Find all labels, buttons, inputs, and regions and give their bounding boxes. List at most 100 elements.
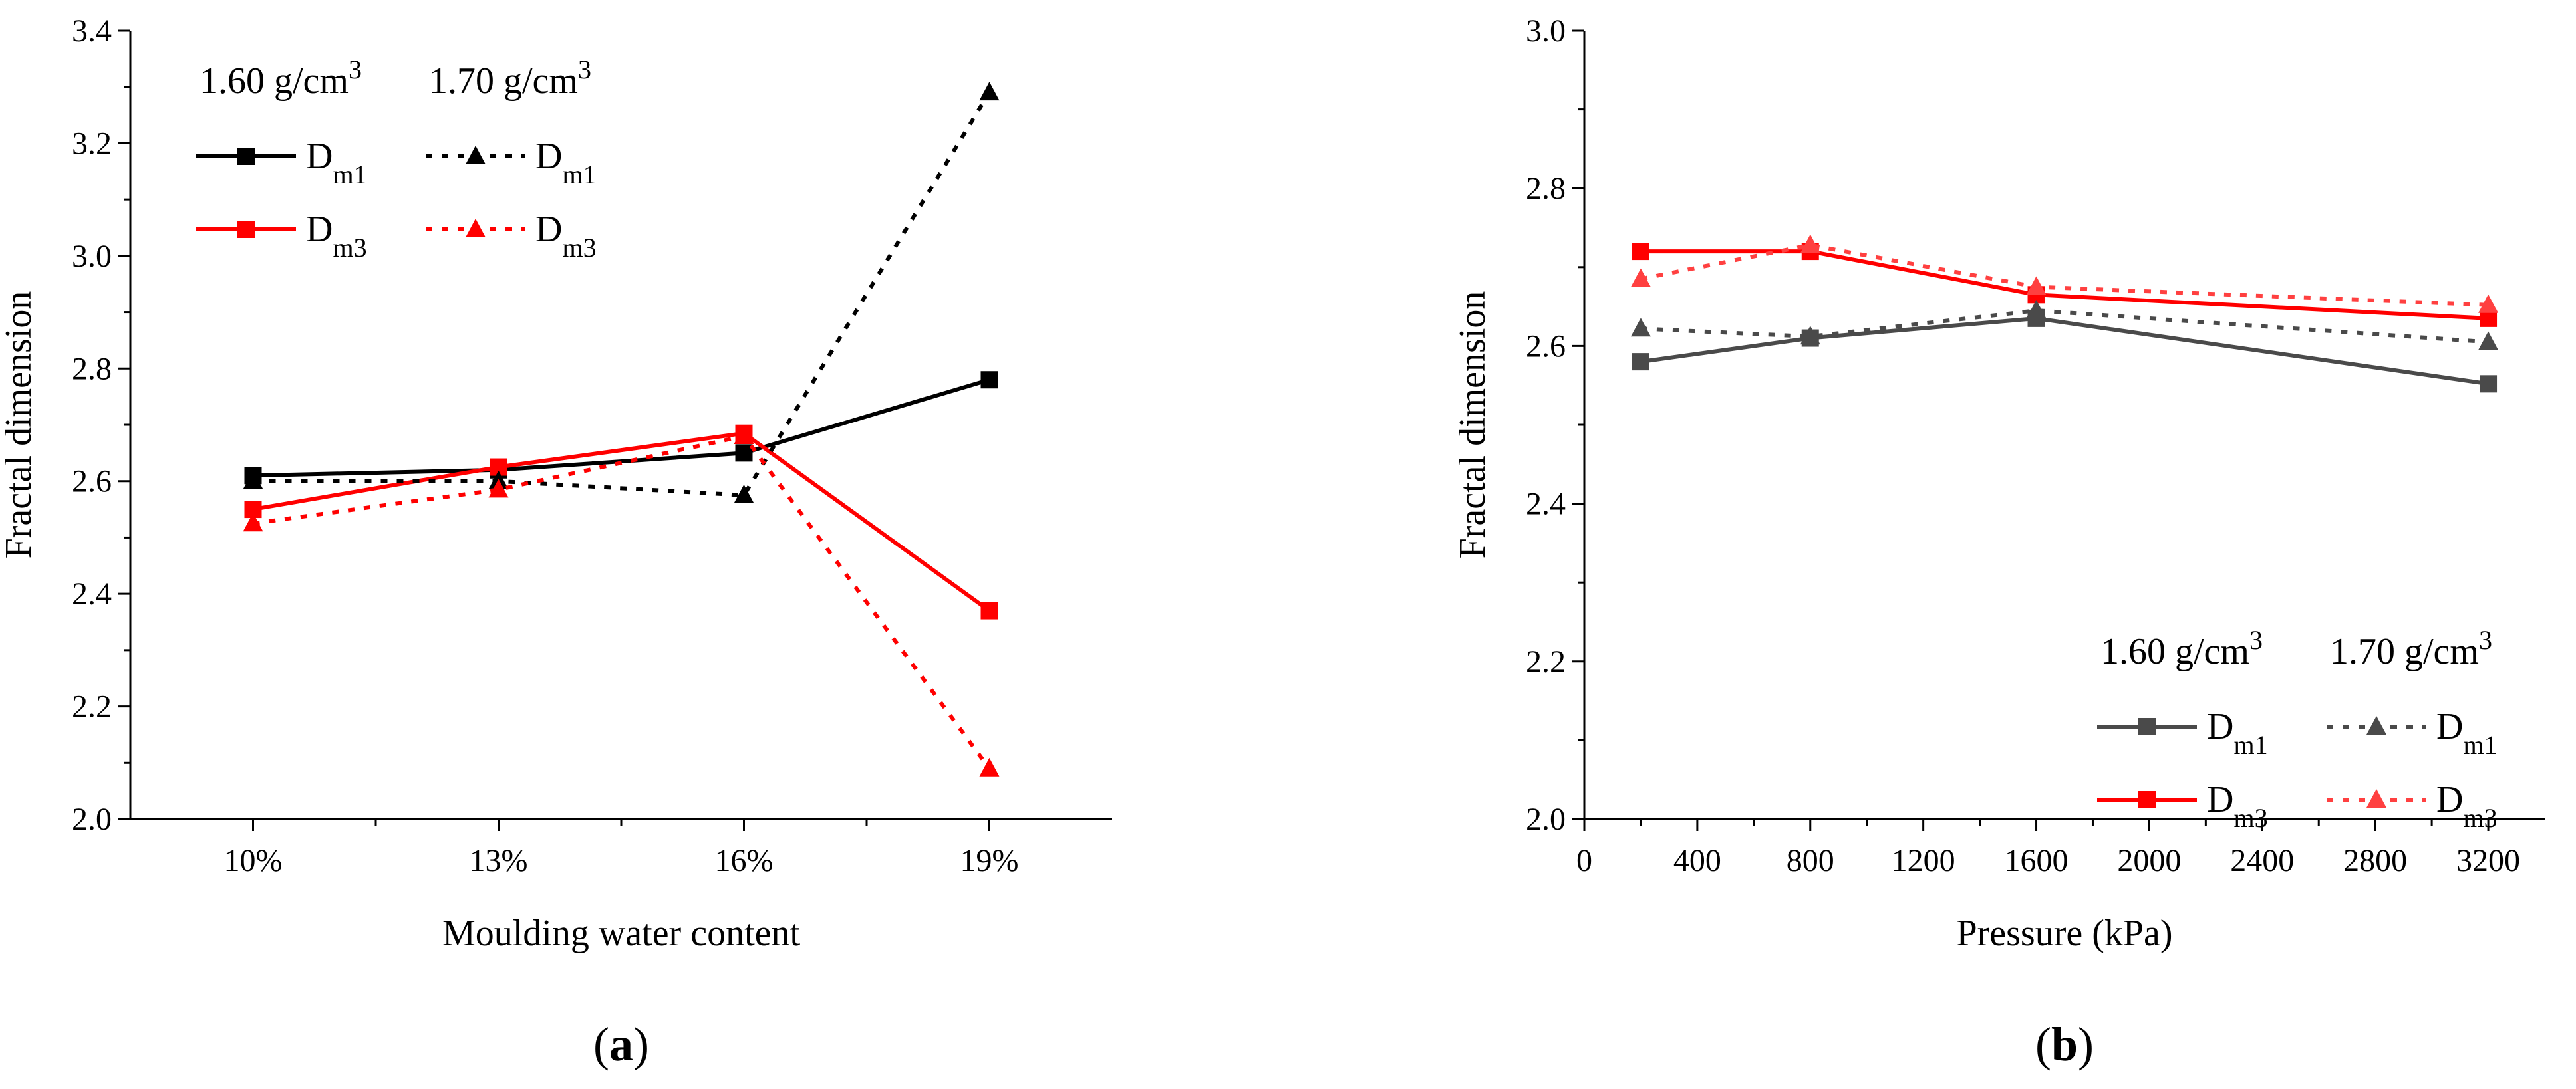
panel-label-letter: a	[609, 1018, 633, 1071]
legend-item: Dm1	[2327, 706, 2498, 760]
legend-label: Dm1	[535, 136, 597, 189]
legend-label-sub: m1	[2233, 730, 2267, 760]
legend-group-header-base: 1.70 g/cm	[429, 60, 578, 102]
legend-item: Dm3	[196, 209, 367, 263]
y-tick-label: 2.4	[72, 576, 112, 612]
legend-label-base: D	[535, 136, 562, 177]
legend-label-sub: m1	[333, 160, 366, 189]
legend-label-sub: m1	[2463, 730, 2497, 760]
legend-item: Dm3	[2097, 779, 2268, 833]
panel-a: 2.0 2.2 2.4 2.6 2.8 3.0 3.2 3.4 10% 13% 16% 19% Moul…	[0, 13, 1112, 1071]
data-point	[1632, 243, 1649, 261]
legend-label: Dm3	[2207, 779, 2268, 833]
legend-label-sub: m3	[2233, 803, 2267, 833]
x-tick-label: 400	[1673, 843, 1721, 878]
y-axis-title: Fractal dimension	[0, 291, 39, 559]
data-point	[2026, 300, 2047, 319]
x-tick-label: 1600	[2005, 843, 2069, 878]
series-line	[1640, 308, 2489, 344]
panel-label-letter: b	[2051, 1018, 2078, 1071]
legend-marker	[237, 221, 255, 238]
series-m3-160	[244, 424, 998, 620]
x-tick-label: 13%	[470, 843, 528, 878]
legend-group-header-sup: 3	[349, 55, 362, 84]
data-point	[2478, 331, 2499, 350]
legend-marker	[466, 219, 486, 237]
data-point	[980, 602, 998, 620]
y-tick-label: 2.2	[1526, 644, 1566, 679]
series-m3-170	[1630, 234, 2499, 313]
y-tick-label: 2.6	[72, 464, 112, 499]
data-point	[1630, 268, 1651, 287]
legend-label: Dm3	[2436, 779, 2498, 833]
x-tick-label: 10%	[224, 843, 283, 878]
legend-label-base: D	[2436, 706, 2463, 747]
legend-label-base: D	[306, 136, 333, 177]
legend-label-sub: m1	[562, 160, 596, 189]
legend-label-base: D	[306, 209, 333, 250]
y-tick-label: 2.0	[1526, 802, 1566, 837]
data-point	[1630, 318, 1651, 337]
x-tick-label: 19%	[960, 843, 1019, 878]
x-tick-label: 2400	[2230, 843, 2294, 878]
legend-label: Dm1	[306, 136, 367, 189]
x-tick-label: 1200	[1892, 843, 1955, 878]
series-line	[1640, 243, 2489, 307]
series-m3-170	[243, 425, 1000, 777]
x-axis-title: Moulding water content	[442, 913, 801, 954]
x-tick-label: 2800	[2343, 843, 2407, 878]
y-tick-label: 2.8	[72, 351, 112, 386]
series-m1-170	[243, 82, 1000, 503]
legend-marker	[2366, 789, 2386, 808]
panel-label-open: (	[593, 1018, 609, 1071]
legend-label-base: D	[535, 209, 562, 250]
data-point	[979, 82, 1000, 101]
legend-label-base: D	[2436, 779, 2463, 820]
data-point	[980, 371, 998, 389]
series-line	[1640, 249, 2489, 320]
y-tick-label: 3.0	[1526, 13, 1566, 49]
panel-label: (a)	[593, 1018, 649, 1071]
legend-label: Dm1	[2207, 706, 2268, 760]
data-point	[243, 470, 263, 489]
legend-label-sub: m3	[2463, 803, 2497, 833]
panel-b: 2.0 2.2 2.4 2.6 2.8 3.0 0 400 800 1200 1600 2000 240…	[1452, 13, 2545, 1071]
legend-item: Dm1	[426, 136, 597, 189]
data-point	[734, 484, 754, 503]
y-tick-label: 2.6	[1526, 328, 1566, 364]
x-tick-label: 16%	[715, 843, 774, 878]
legend-marker	[466, 146, 486, 164]
legend-group-header: 1.70 g/cm3	[429, 55, 591, 102]
data-point	[243, 513, 263, 532]
series-line	[1640, 316, 2489, 386]
legend-label-base: D	[2207, 779, 2233, 820]
legend-label: Dm3	[535, 209, 597, 263]
y-tick-label: 3.4	[72, 13, 112, 49]
series-line	[253, 91, 992, 497]
data-point	[734, 425, 754, 444]
x-tick-label: 2000	[2117, 843, 2181, 878]
legend-group-header: 1.60 g/cm3	[2100, 625, 2263, 673]
data-point	[2026, 276, 2047, 295]
legend-label-sub: m3	[562, 233, 596, 263]
y-axis-title: Fractal dimension	[1452, 291, 1493, 559]
series-m1-170	[1630, 300, 2499, 350]
legend-item: Dm1	[196, 136, 367, 189]
legend-item: Dm1	[2097, 706, 2268, 760]
legend-label-base: D	[2207, 706, 2233, 747]
legend-item: Dm3	[2327, 779, 2498, 833]
legend-label-sub: m3	[333, 233, 366, 263]
legend-group-header-sup: 3	[2479, 625, 2492, 655]
series-m1-160	[244, 371, 998, 485]
series-line	[253, 433, 991, 770]
legend-label: Dm3	[306, 209, 367, 263]
series-m1-160	[1632, 309, 2498, 393]
legend-group-header-base: 1.60 g/cm	[200, 60, 349, 102]
y-tick-label: 3.0	[72, 239, 112, 274]
legend-group-header-base: 1.60 g/cm	[2100, 631, 2249, 672]
series-line	[252, 431, 991, 612]
